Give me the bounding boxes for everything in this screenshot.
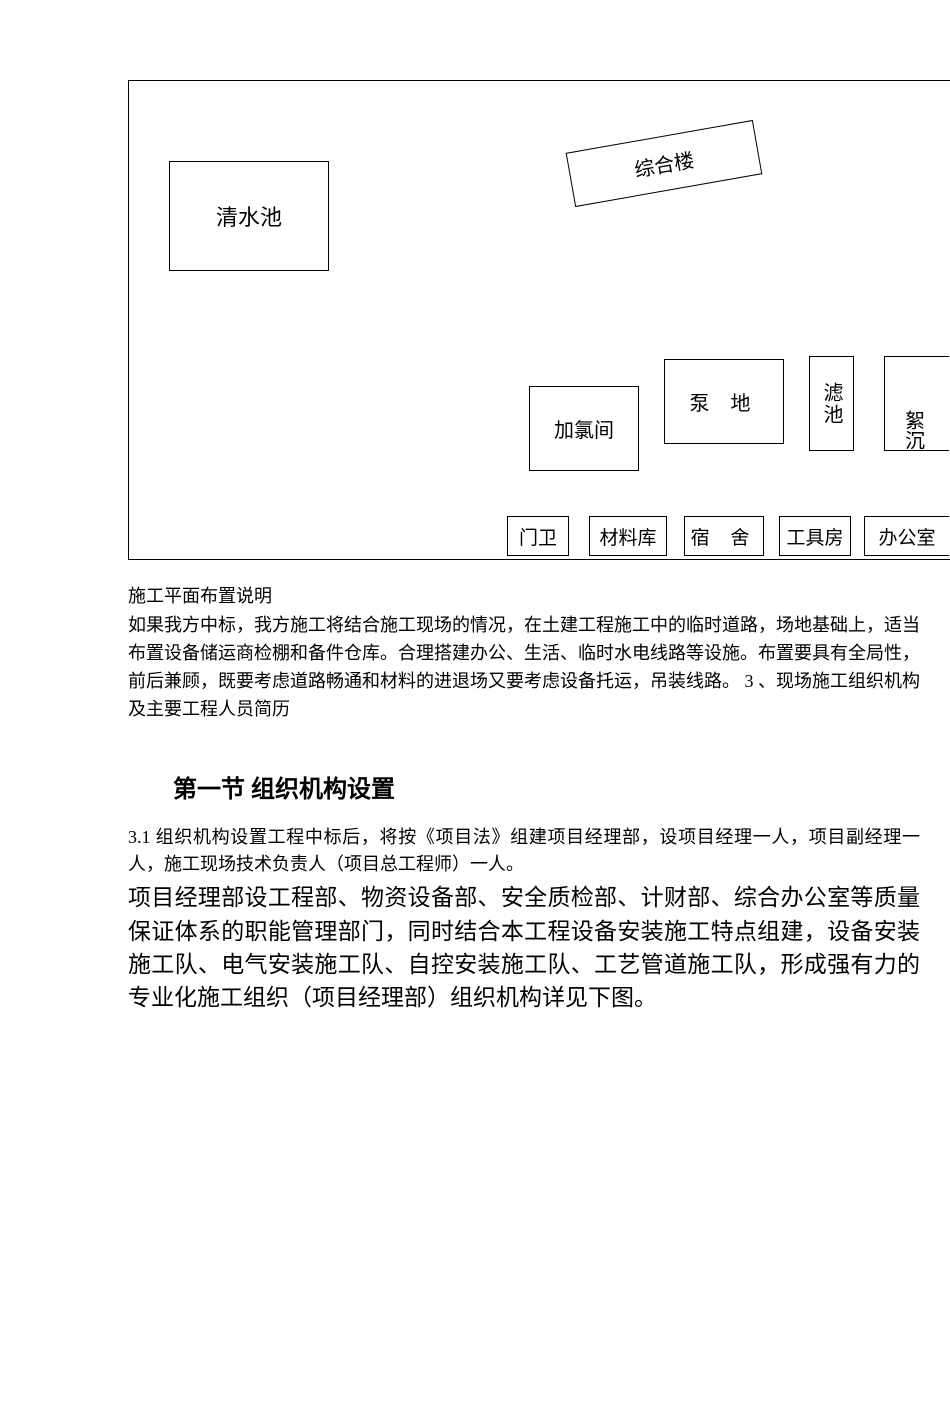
site-layout-diagram: 清水池 综合楼 加氯间 泵 地 滤池 絮沉 门卫 材料库 宿 舍 工具房 办公室 — [128, 80, 950, 560]
box-office: 办公室 — [864, 516, 949, 556]
box-dormitory: 宿 舍 — [684, 516, 764, 556]
box-complex-building: 综合楼 — [566, 120, 763, 207]
box-chlorine-room: 加氯间 — [529, 386, 639, 471]
box-gate-guard: 门卫 — [507, 516, 569, 556]
box-material-warehouse: 材料库 — [589, 516, 667, 556]
box-pump-area: 泵 地 — [664, 359, 784, 444]
box-tool-room: 工具房 — [779, 516, 851, 556]
section-heading: 第一节 组织机构设置 — [173, 769, 920, 804]
box-flocculation: 絮沉 — [884, 356, 949, 451]
org-setup-para1: 3.1 组织机构设置工程中标后，将按《项目法》组建项目经理部，设项目经理一人，项… — [128, 824, 920, 880]
box-filter-pool: 滤池 — [809, 356, 854, 451]
document-page: 清水池 综合楼 加氯间 泵 地 滤池 絮沉 门卫 材料库 宿 舍 工具房 办公室… — [0, 80, 950, 1015]
layout-description-title: 施工平面布置说明 — [128, 582, 920, 608]
text-content: 施工平面布置说明 如果我方中标，我方施工将结合施工现场的情况，在土建工程施工中的… — [128, 582, 920, 1015]
box-clearwater-pool: 清水池 — [169, 161, 329, 271]
layout-description-body: 如果我方中标，我方施工将结合施工现场的情况，在土建工程施工中的临时道路，场地基础… — [128, 612, 920, 724]
org-setup-para2: 项目经理部设工程部、物资设备部、安全质检部、计财部、综合办公室等质量保证体系的职… — [128, 881, 920, 1014]
